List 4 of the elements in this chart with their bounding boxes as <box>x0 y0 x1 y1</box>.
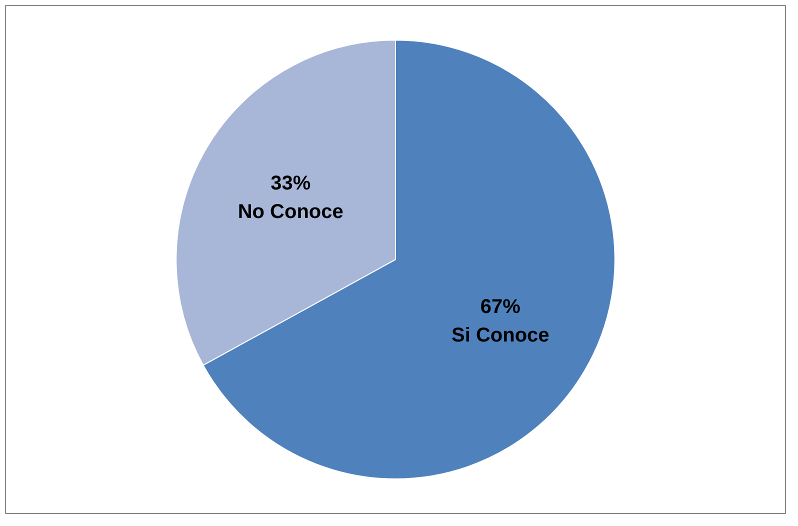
data-label: 33% <box>270 172 311 195</box>
data-label: 67% <box>480 296 521 318</box>
slice-label: Si Conoce <box>452 324 550 346</box>
slice-label: No Conoce <box>238 201 344 224</box>
